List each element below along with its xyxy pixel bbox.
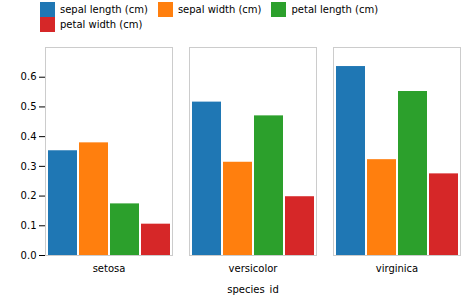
svg-text:setosa: setosa xyxy=(93,263,126,274)
svg-text:0.1: 0.1 xyxy=(21,220,37,231)
svg-text:0.6: 0.6 xyxy=(21,71,37,82)
html-text:petal width (cm): petal width (cm) xyxy=(60,19,143,30)
svg-text:0.3: 0.3 xyxy=(21,161,37,172)
svg-text:species_id: species_id xyxy=(227,284,278,296)
svg-text:0.2: 0.2 xyxy=(21,190,37,201)
svg-text:0.4: 0.4 xyxy=(21,131,37,142)
svg-text:0.5: 0.5 xyxy=(21,101,37,112)
html-text:petal length (cm): petal length (cm) xyxy=(291,4,379,15)
svg-text:virginica: virginica xyxy=(376,263,419,274)
html-text:sepal length (cm): sepal length (cm) xyxy=(60,4,148,15)
svg-text:0.0: 0.0 xyxy=(21,250,37,261)
html-text:sepal width (cm): sepal width (cm) xyxy=(177,4,262,15)
svg-text:versicolor: versicolor xyxy=(229,263,279,274)
